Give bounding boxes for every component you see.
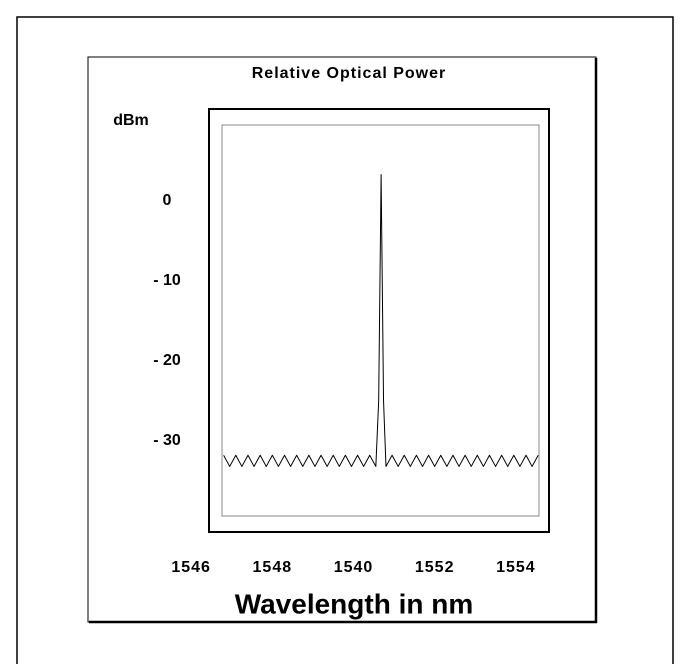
figure-frame (87, 56, 597, 623)
x-tick-label: 1548 (253, 559, 293, 576)
plot-frame (208, 108, 550, 533)
x-tick-label: 1546 (171, 559, 211, 576)
x-tick-label: 1552 (415, 559, 455, 576)
chart-title: Relative Optical Power (252, 65, 447, 82)
x-tick-label: 1554 (496, 559, 536, 576)
y-axis-label: dBm (113, 112, 149, 129)
plot-area (221, 124, 540, 517)
y-tick-label: 0 (163, 192, 172, 209)
outer-frame (16, 16, 674, 669)
y-tick-label: - 10 (153, 272, 181, 289)
y-tick-label: - 20 (153, 352, 181, 369)
y-tick-label: - 30 (153, 432, 181, 449)
data-line (223, 174, 539, 467)
x-axis-label: Wavelength in nm (235, 588, 474, 619)
x-tick-label: 1540 (334, 559, 374, 576)
